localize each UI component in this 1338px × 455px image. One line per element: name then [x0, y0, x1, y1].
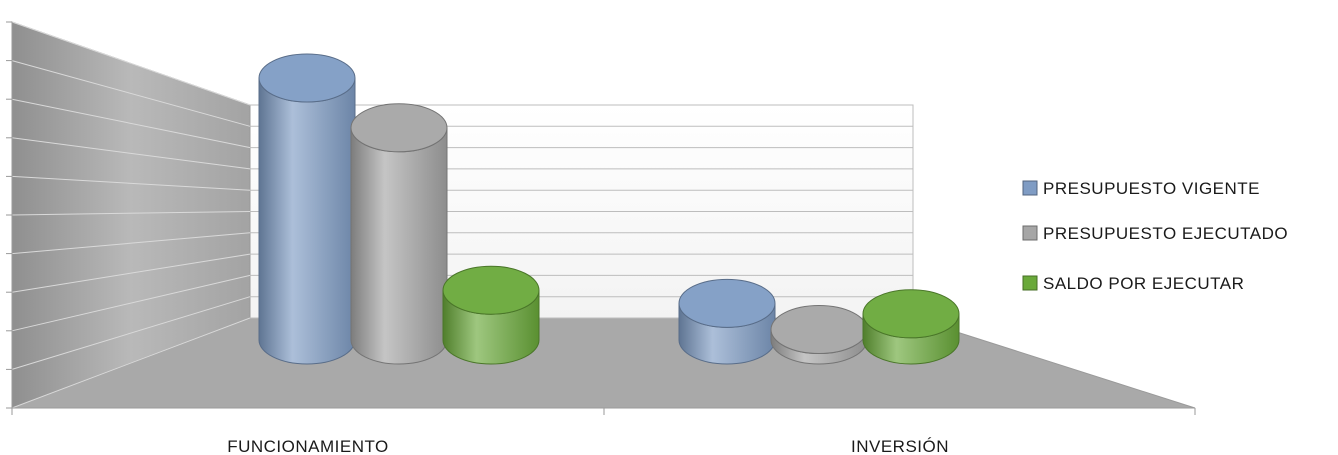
gridline-side — [11, 296, 251, 370]
legend-item: SALDO POR EJECUTAR — [1022, 274, 1244, 293]
bar-saldo-por-ejecutar-funcionamiento — [442, 265, 540, 365]
gridline-side — [11, 317, 251, 409]
bar-top — [442, 265, 540, 315]
legend-item: PRESUPUESTO EJECUTADO — [1022, 224, 1288, 243]
gridline-side — [11, 232, 251, 255]
bar-body — [258, 77, 356, 365]
bar-saldo-por-ejecutar-inversión — [862, 289, 960, 365]
bar-presupuesto-ejecutado-funcionamiento — [350, 103, 448, 365]
gridline-side — [11, 253, 251, 293]
bar-presupuesto-vigente-funcionamiento — [258, 53, 356, 365]
bar-top — [350, 103, 448, 153]
gridline-side — [11, 98, 251, 149]
gridline-side — [11, 274, 251, 332]
gridline-side — [11, 60, 251, 127]
bars — [258, 53, 960, 365]
legend-swatch — [1022, 225, 1038, 241]
legend-label: PRESUPUESTO EJECUTADO — [1043, 224, 1288, 243]
x-axis: FUNCIONAMIENTO INVERSIÓN — [227, 437, 949, 455]
legend: PRESUPUESTO VIGENTE PRESUPUESTO EJECUTADO… — [1022, 179, 1288, 293]
x-tick-label: INVERSIÓN — [851, 437, 949, 455]
bar-top — [678, 278, 776, 328]
bar-top — [258, 53, 356, 103]
legend-swatch — [1022, 180, 1038, 196]
chart-walls — [11, 21, 1196, 409]
legend-label: SALDO POR EJECUTAR — [1043, 274, 1244, 293]
legend-item: PRESUPUESTO VIGENTE — [1022, 179, 1260, 198]
bar-presupuesto-vigente-inversión — [678, 278, 776, 365]
legend-swatch — [1022, 275, 1038, 291]
gridline-side — [11, 175, 251, 191]
legend-label: PRESUPUESTO VIGENTE — [1043, 179, 1260, 198]
gridline-side — [11, 137, 251, 170]
bar-top — [862, 289, 960, 339]
bar-body — [350, 127, 448, 365]
gridline-side — [11, 21, 251, 106]
gridline-side — [11, 211, 251, 216]
x-tick-label: FUNCIONAMIENTO — [227, 437, 389, 455]
bar-top — [770, 305, 868, 355]
bar-presupuesto-ejecutado-inversión — [770, 305, 868, 365]
